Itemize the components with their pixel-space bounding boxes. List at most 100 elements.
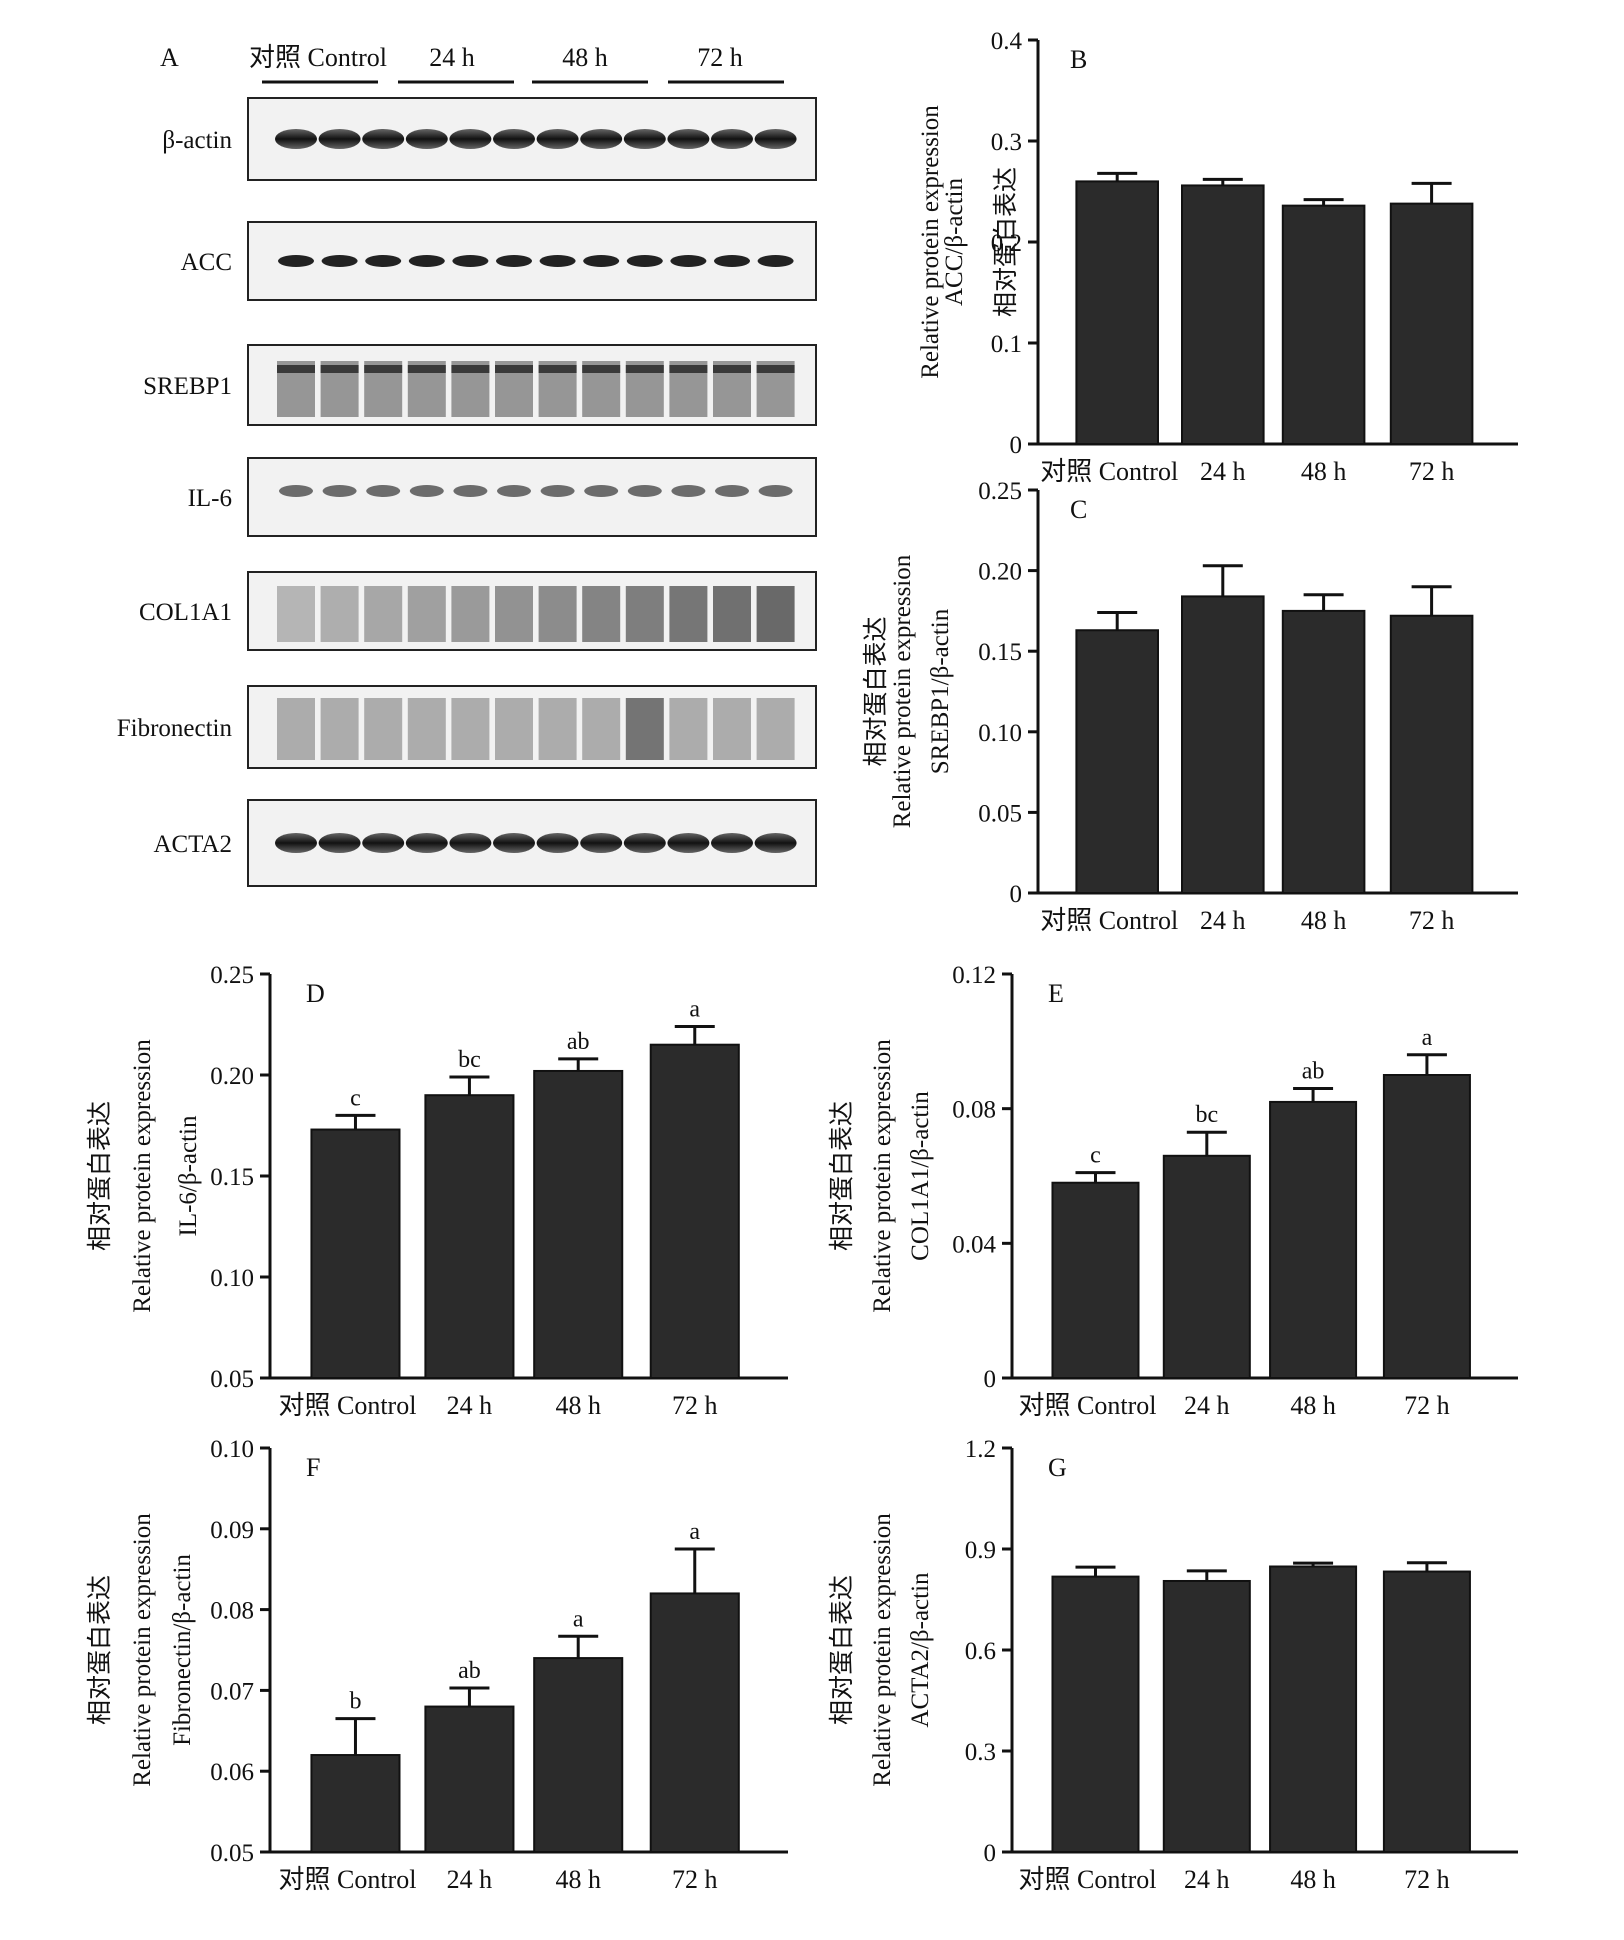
- blot-band: [538, 365, 577, 373]
- y-axis-label-en: Relative protein expression: [889, 554, 916, 828]
- y-tick-label: 0.05: [210, 1366, 254, 1393]
- x-category-label: 72 h: [1409, 457, 1455, 486]
- significance-letter: a: [1422, 1025, 1433, 1051]
- y-axis-label-ratio: COL1A1/β-actin: [907, 1091, 934, 1261]
- blot-band: [536, 833, 579, 853]
- y-tick-label: 0.10: [210, 1265, 254, 1292]
- blot-band: [407, 698, 446, 760]
- blot-strip: ACTA2: [153, 799, 817, 887]
- bar: [1269, 1100, 1358, 1380]
- blot-band: [667, 129, 710, 149]
- blot-band: [667, 833, 710, 853]
- y-tick-label: 0.25: [210, 962, 254, 989]
- significance-letter: bc: [1195, 1102, 1218, 1128]
- blot-band: [364, 586, 403, 642]
- x-category-label: 72 h: [1404, 1391, 1450, 1420]
- bar: [1382, 1570, 1471, 1853]
- blot-band: [713, 365, 751, 373]
- blot-band: [451, 365, 490, 373]
- panel-letter-a: A: [160, 43, 179, 72]
- bar: [533, 1657, 624, 1853]
- y-tick-label: 0.06: [210, 1759, 254, 1786]
- y-tick-label: 0: [1010, 432, 1023, 459]
- blot-band: [320, 586, 359, 642]
- blot-band: [407, 365, 446, 373]
- y-tick-label: 0.1: [991, 331, 1022, 358]
- blot-band: [365, 255, 402, 267]
- blot-band: [580, 833, 623, 853]
- blot-protein-label: Fibronectin: [117, 715, 233, 742]
- panel-letter-g: G: [1048, 1453, 1067, 1482]
- blot-band: [320, 698, 359, 760]
- blot-band: [538, 586, 577, 642]
- bar: [310, 1128, 401, 1380]
- y-axis-label-cn: 相对蛋白表达: [86, 1575, 114, 1725]
- y-tick-label: 0.10: [210, 1436, 254, 1463]
- chart-panel-e: 0 0.04 0.08 0.12 E 相对蛋白表达 Relative protein exp…: [828, 962, 1518, 1420]
- y-tick-label: 1.2: [965, 1436, 996, 1463]
- blot-protein-label: ACC: [181, 249, 232, 276]
- panel-letter-d: D: [306, 979, 325, 1008]
- blot-band: [362, 833, 405, 853]
- blot-band: [713, 698, 751, 760]
- y-axis-label-cn: 相对蛋白表达: [828, 1101, 856, 1251]
- blot-band: [322, 485, 357, 497]
- blot-band: [536, 129, 579, 149]
- bar: [1051, 1575, 1140, 1854]
- significance-letter: bc: [458, 1047, 481, 1073]
- blot-band: [669, 698, 708, 760]
- blot-band: [625, 586, 664, 642]
- x-category-label: 对照 Control: [1019, 1391, 1157, 1420]
- bar: [424, 1094, 515, 1379]
- y-tick-label: 0.3: [991, 129, 1022, 156]
- y-tick-label: 0.05: [210, 1840, 254, 1867]
- blot-protein-label: SREBP1: [143, 373, 232, 400]
- bar: [649, 1043, 740, 1379]
- y-tick-label: 0.08: [210, 1598, 254, 1625]
- y-tick-label: 0.20: [978, 559, 1022, 586]
- x-category-label: 对照 Control: [1040, 457, 1178, 486]
- blot-band: [625, 365, 664, 373]
- blot-band: [626, 255, 663, 267]
- x-category-label: 24 h: [447, 1865, 493, 1894]
- y-tick-label: 0.15: [978, 639, 1022, 666]
- blot-strip: IL-6: [188, 457, 817, 537]
- blot-band: [497, 485, 531, 497]
- blot-membrane: [247, 457, 817, 537]
- y-tick-label: 0.04: [952, 1231, 996, 1258]
- blot-band: [538, 698, 577, 760]
- x-category-label: 48 h: [1301, 906, 1347, 935]
- y-tick-label: 0.05: [978, 800, 1022, 827]
- bar: [1382, 1074, 1471, 1379]
- blot-strip: SREBP1: [143, 344, 817, 426]
- y-axis-label-ratio: SREBP1/β-actin: [927, 608, 954, 774]
- y-axis-label-cn: 相对蛋白表达: [992, 167, 1020, 317]
- bar: [533, 1069, 624, 1379]
- blot-band: [496, 255, 532, 267]
- blot-band: [318, 833, 361, 853]
- blot-band: [364, 365, 403, 373]
- blot-band: [275, 833, 317, 853]
- bar: [1051, 1181, 1140, 1379]
- blot-band: [713, 586, 751, 642]
- blot-protein-label: COL1A1: [139, 599, 232, 626]
- y-tick-label: 0: [984, 1840, 997, 1867]
- blot-band: [318, 129, 361, 149]
- blot-strip: β-actin: [162, 97, 817, 181]
- x-category-label: 24 h: [1200, 906, 1246, 935]
- blot-band: [493, 833, 535, 853]
- bar: [1389, 614, 1474, 895]
- panel-letter-f: F: [306, 1453, 320, 1482]
- blot-band: [756, 365, 795, 373]
- blot-band: [405, 833, 448, 853]
- blot-band: [539, 255, 576, 267]
- bar: [1075, 629, 1160, 895]
- western-blot-panel: A 对照 Control 24 h 48 h 72 h β-actin ACC SREBP1…: [117, 43, 817, 887]
- blot-group-label: 24 h: [429, 43, 475, 72]
- bar: [310, 1754, 401, 1854]
- chart-panel-g: 0 0.3 0.6 0.9 1.2 G 相对蛋白表达 Relative protein exp…: [828, 1436, 1518, 1894]
- x-category-label: 24 h: [1200, 457, 1246, 486]
- blot-group-label: 对照 Control: [249, 43, 387, 72]
- blot-band: [495, 698, 533, 760]
